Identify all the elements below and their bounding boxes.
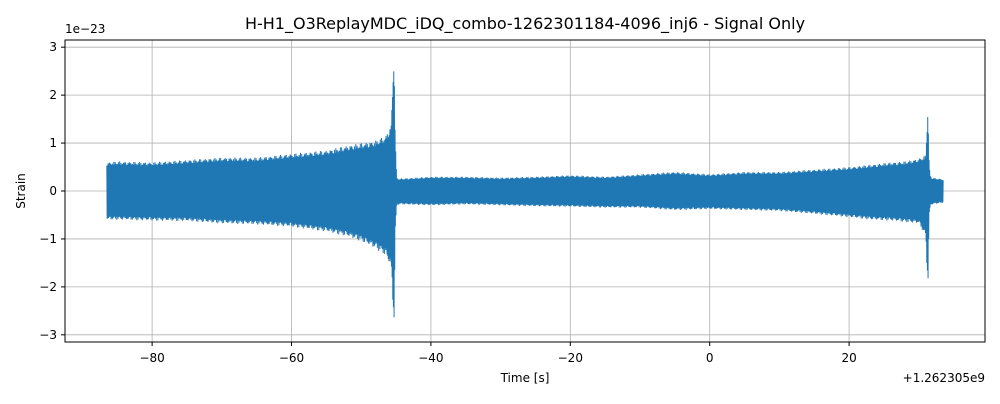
- x-tick-label: 0: [706, 351, 714, 365]
- x-tick-label: 20: [841, 351, 856, 365]
- x-tick-label: −40: [418, 351, 443, 365]
- strain-series: [106, 71, 944, 318]
- y-tick-label: 1: [49, 136, 57, 150]
- y-tick-label: −3: [39, 328, 57, 342]
- y-axis-label: Strain: [14, 173, 28, 209]
- axis-ticks: −80 −60 −40 −20 0 20 −3 −2 −1 0 1 2 3: [39, 40, 856, 365]
- x-tick-label: −20: [558, 351, 583, 365]
- y-tick-label: −1: [39, 232, 57, 246]
- chart-title: H-H1_O3ReplayMDC_iDQ_combo-1262301184-40…: [245, 14, 805, 34]
- y-tick-label: −2: [39, 280, 57, 294]
- y-tick-label: 3: [49, 40, 57, 54]
- x-tick-label: −60: [279, 351, 304, 365]
- x-offset-label: +1.262305e9: [903, 371, 985, 385]
- x-tick-label: −80: [139, 351, 164, 365]
- y-tick-label: 0: [49, 184, 57, 198]
- y-scale-label: 1e−23: [65, 22, 105, 36]
- y-tick-label: 2: [49, 88, 57, 102]
- strain-line: [106, 71, 944, 318]
- x-axis-label: Time [s]: [500, 371, 550, 385]
